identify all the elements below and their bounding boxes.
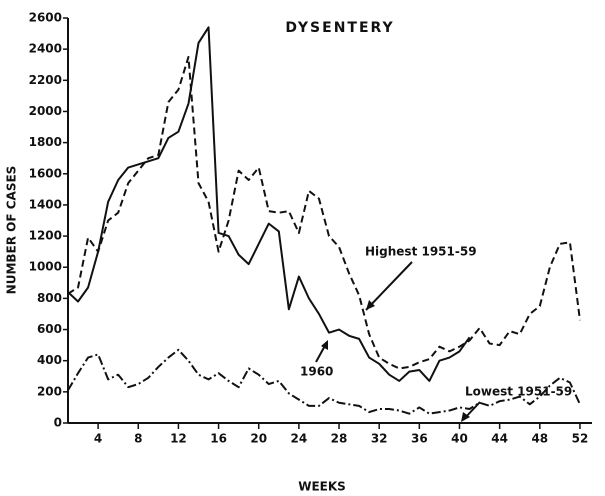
x-tick-label: 20 (250, 432, 267, 446)
series-line (67, 26, 471, 382)
y-tick-label: 600 (37, 322, 62, 336)
x-tick-label: 4 (94, 432, 102, 446)
y-tick-label: 1800 (29, 135, 62, 149)
y-axis-label: NUMBER OF CASES (5, 166, 19, 295)
series-line (67, 55, 581, 370)
y-tick-label: 1200 (29, 229, 62, 243)
x-tick-label: 24 (291, 432, 308, 446)
y-tick-label: 2200 (29, 73, 62, 87)
x-tick-label: 8 (134, 432, 142, 446)
x-tick-label: 48 (531, 432, 548, 446)
y-tick-label: 1000 (29, 260, 62, 274)
y-tick-label: 0 (54, 416, 62, 430)
x-axis-label: WEEKS (298, 480, 346, 494)
x-tick-label: 40 (451, 432, 468, 446)
y-tick-label: 200 (37, 384, 62, 398)
x-tick-label: 16 (210, 432, 227, 446)
chart-title: DYSENTERY (285, 20, 394, 36)
arrow (365, 261, 413, 311)
y-tick-label: 1600 (29, 166, 62, 180)
arrow-head (366, 300, 375, 310)
y-tick-label: 2600 (29, 11, 62, 25)
y-tick-label: 400 (37, 353, 62, 367)
arrow-head (321, 340, 328, 350)
annotation: Highest 1951-59 (365, 245, 477, 259)
y-tick-label: 800 (37, 291, 62, 305)
x-tick-label: 32 (371, 432, 388, 446)
y-tick-label: 2000 (29, 104, 62, 118)
y-tick-label: 1400 (29, 197, 62, 211)
x-tick-label: 52 (572, 432, 589, 446)
x-tick-label: 12 (170, 432, 187, 446)
annotation: 1960 (300, 365, 333, 379)
series-line (67, 348, 581, 415)
annotation: Lowest 1951-59 (465, 385, 572, 399)
x-tick-label: 36 (411, 432, 428, 446)
y-tick-label: 2400 (29, 42, 62, 56)
x-tick-label: 28 (331, 432, 348, 446)
arrow-head (461, 412, 470, 422)
x-tick-label: 44 (491, 432, 508, 446)
